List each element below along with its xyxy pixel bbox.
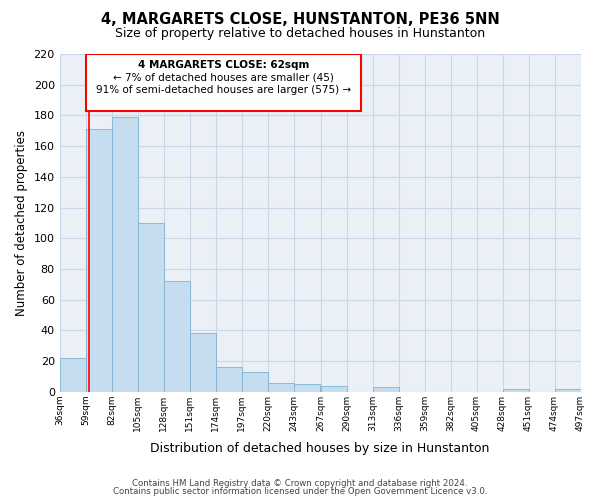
Y-axis label: Number of detached properties: Number of detached properties	[15, 130, 28, 316]
Bar	[112, 117, 137, 392]
Text: ← 7% of detached houses are smaller (45): ← 7% of detached houses are smaller (45)	[113, 72, 334, 83]
Bar	[137, 223, 164, 392]
Bar	[215, 367, 242, 392]
Text: Contains HM Land Registry data © Crown copyright and database right 2024.: Contains HM Land Registry data © Crown c…	[132, 478, 468, 488]
Bar	[268, 382, 293, 392]
Text: 91% of semi-detached houses are larger (575) →: 91% of semi-detached houses are larger (…	[96, 84, 351, 94]
Text: 4, MARGARETS CLOSE, HUNSTANTON, PE36 5NN: 4, MARGARETS CLOSE, HUNSTANTON, PE36 5NN	[101, 12, 499, 28]
Bar	[86, 129, 112, 392]
Bar	[293, 384, 320, 392]
Bar	[59, 358, 86, 392]
Bar	[190, 334, 215, 392]
Text: Size of property relative to detached houses in Hunstanton: Size of property relative to detached ho…	[115, 28, 485, 40]
Bar	[320, 386, 347, 392]
Bar	[86, 54, 361, 111]
Text: Contains public sector information licensed under the Open Government Licence v3: Contains public sector information licen…	[113, 487, 487, 496]
X-axis label: Distribution of detached houses by size in Hunstanton: Distribution of detached houses by size …	[151, 442, 490, 455]
Bar	[242, 372, 268, 392]
Bar	[503, 388, 529, 392]
Bar	[554, 388, 581, 392]
Text: 4 MARGARETS CLOSE: 62sqm: 4 MARGARETS CLOSE: 62sqm	[138, 60, 309, 70]
Bar	[373, 387, 398, 392]
Bar	[164, 281, 190, 392]
